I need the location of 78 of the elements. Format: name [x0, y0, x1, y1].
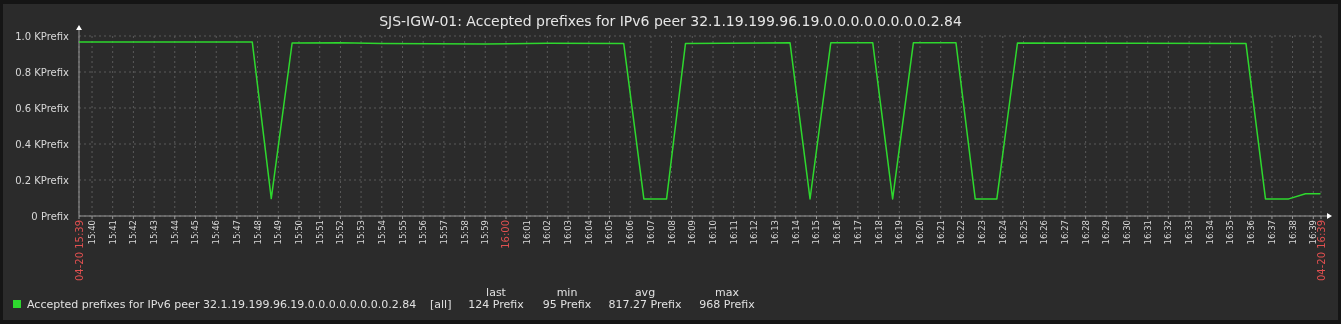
x-tick-label: 16:25 [1018, 220, 1029, 245]
x-tick-label: 16:20 [914, 220, 925, 245]
y-tick-label: 0.2 KPrefix [15, 174, 70, 186]
x-tick-label: 16:22 [956, 220, 967, 245]
x-tick-label: 15:51 [314, 220, 325, 245]
x-tick-label: 16:24 [997, 220, 1008, 245]
x-tick-label: 15:59 [480, 220, 491, 245]
x-tick-label: 16:04 [583, 220, 594, 245]
x-tick-label: 16:00 [500, 220, 512, 249]
x-tick-label: 15:55 [397, 220, 408, 245]
text: min [556, 286, 578, 299]
x-tick-label: 16:29 [1101, 220, 1112, 245]
x-tick-label: 16:06 [625, 220, 636, 245]
x-tick-label: 15:42 [128, 220, 139, 245]
line-series [78, 41, 1322, 200]
legend-label: Accepted prefixes for IPv6 peer 32.1.19.199.96.19.0.0.0.0.0.0.0.0.2.84 [27, 298, 417, 311]
x-tick-label: 16:18 [873, 220, 884, 245]
x-tick-label: 15:44 [169, 220, 180, 245]
y-tick-label: 1.0 KPrefix [15, 30, 70, 42]
x-tick-label: 16:30 [1121, 220, 1132, 245]
x-tick-label: 16:27 [1059, 220, 1070, 245]
x-tick-label: 16:03 [563, 220, 574, 245]
x-tick-label: 16:38 [1287, 220, 1298, 245]
x-tick-label: 16:35 [1225, 220, 1236, 245]
x-tick-label: 16:15 [811, 220, 822, 245]
x-tick-label: 15:57 [438, 220, 449, 245]
y-tick-label: 0 Prefix [31, 210, 70, 222]
x-tick-label: 04-20 15:39 [73, 220, 85, 282]
text: 968 Prefix [699, 298, 756, 311]
x-tick-label: 15:43 [149, 220, 160, 245]
x-tick-label: 16:05 [604, 220, 615, 245]
x-tick-label: 16:26 [1039, 220, 1050, 245]
x-tick-label: 15:52 [335, 220, 346, 245]
x-tick-label: 15:56 [418, 220, 429, 245]
x-tick-label: 15:49 [273, 220, 284, 245]
x-tick-label: 16:28 [1080, 220, 1091, 245]
x-tick-label: 16:23 [977, 220, 988, 245]
x-tick-label: 15:58 [459, 220, 470, 245]
y-tick-label: 0.8 KPrefix [15, 66, 70, 78]
x-tick-label: 15:47 [231, 220, 242, 245]
x-tick-label: 16:16 [832, 220, 843, 245]
x-tick-label: 15:50 [293, 220, 304, 245]
chart-title: SJS-IGW-01: Accepted prefixes for IPv6 peer 32.1.19.199.96.19.0.0.0.0.0.0.0.0.2.84 [379, 13, 962, 29]
x-tick-label: 15:53 [356, 220, 367, 245]
x-tick-label: 16:37 [1266, 220, 1277, 245]
x-tick-label: 16:08 [666, 220, 677, 245]
x-tick-label: 16:01 [521, 220, 532, 245]
x-tick-label: 15:45 [190, 220, 201, 245]
x-tick-label: 16:12 [749, 220, 760, 245]
x-tick-label: 15:48 [252, 220, 263, 245]
text: [all] [430, 298, 452, 311]
text: 95 Prefix [542, 298, 592, 311]
x-tick-label: 16:34 [1204, 220, 1215, 245]
x-tick-label: 16:36 [1246, 220, 1257, 245]
x-tick-label: 16:09 [687, 220, 698, 245]
x-tick-label: 16:13 [770, 220, 781, 245]
x-tick-label: 16:02 [542, 220, 553, 245]
x-tick-label: 15:46 [211, 220, 222, 245]
text: 817.27 Prefix [608, 298, 682, 311]
text: last [486, 286, 507, 299]
x-tick-label: 16:10 [708, 220, 719, 245]
x-tick-label: 16:07 [645, 220, 656, 245]
y-tick-label: 0.4 KPrefix [15, 138, 70, 150]
text: avg [634, 286, 656, 299]
x-tick-label: 16:14 [790, 220, 801, 245]
x-tick-label: 15:41 [107, 220, 118, 245]
x-tick-label: 16:17 [852, 220, 863, 245]
x-tick-label: 16:19 [894, 220, 905, 245]
x-tick-label: 16:33 [1184, 220, 1195, 245]
x-tick-label: 16:31 [1142, 220, 1153, 245]
x-tick-label: 16:21 [935, 220, 946, 245]
text: 124 Prefix [468, 298, 525, 311]
x-tick-label: 15:54 [376, 220, 387, 245]
x-tick-label: 15:40 [87, 220, 98, 245]
y-tick-label: 0.6 KPrefix [15, 102, 70, 114]
x-tick-label: 16:11 [728, 220, 739, 245]
text: max [715, 286, 740, 299]
x-tick-label: 16:32 [1163, 220, 1174, 245]
